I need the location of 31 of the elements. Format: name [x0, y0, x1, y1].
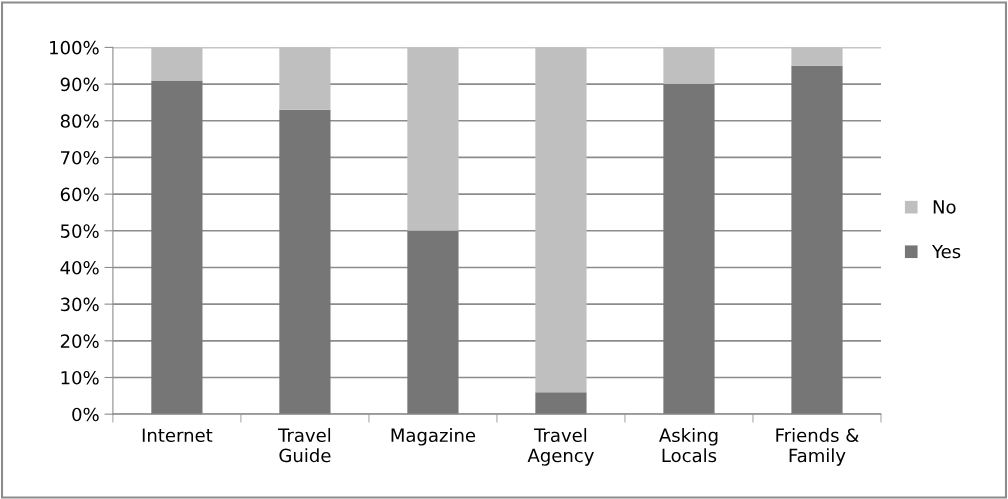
y-tick-label: 10% [61, 370, 99, 385]
bar [151, 47, 203, 81]
x-tick-label: Friends & Family [776, 428, 859, 466]
y-tick-label: 20% [60, 334, 99, 348]
y-tick-label: 100% [50, 40, 99, 55]
y-tick-label: 40% [60, 260, 99, 275]
x-tick-label: Travel Guide [278, 428, 331, 463]
bar [151, 80, 203, 415]
bar [791, 47, 843, 66]
bar [663, 84, 715, 415]
y-tick-label: 60% [60, 187, 99, 202]
y-tick-label: 80% [60, 114, 99, 128]
bar [279, 47, 331, 110]
x-tick-label: Asking Locals [659, 428, 718, 463]
y-tick-label: 30% [60, 297, 99, 312]
bar [535, 47, 587, 393]
bar [535, 392, 587, 415]
bar [279, 109, 331, 415]
bar [791, 65, 843, 415]
y-tick-label: 70% [61, 150, 99, 165]
y-tick-label: 50% [60, 224, 99, 238]
bar [407, 230, 459, 415]
y-tick-label: 0% [72, 407, 99, 422]
legend-label: Yes [931, 244, 961, 259]
x-tick-label: Travel Agency [527, 428, 594, 466]
legend-label: No [933, 200, 956, 214]
y-tick-label: 90% [60, 77, 99, 92]
bar [407, 47, 459, 231]
x-tick-label: Magazine [391, 428, 476, 446]
x-tick-label: Internet [142, 428, 213, 443]
bar [663, 47, 715, 85]
